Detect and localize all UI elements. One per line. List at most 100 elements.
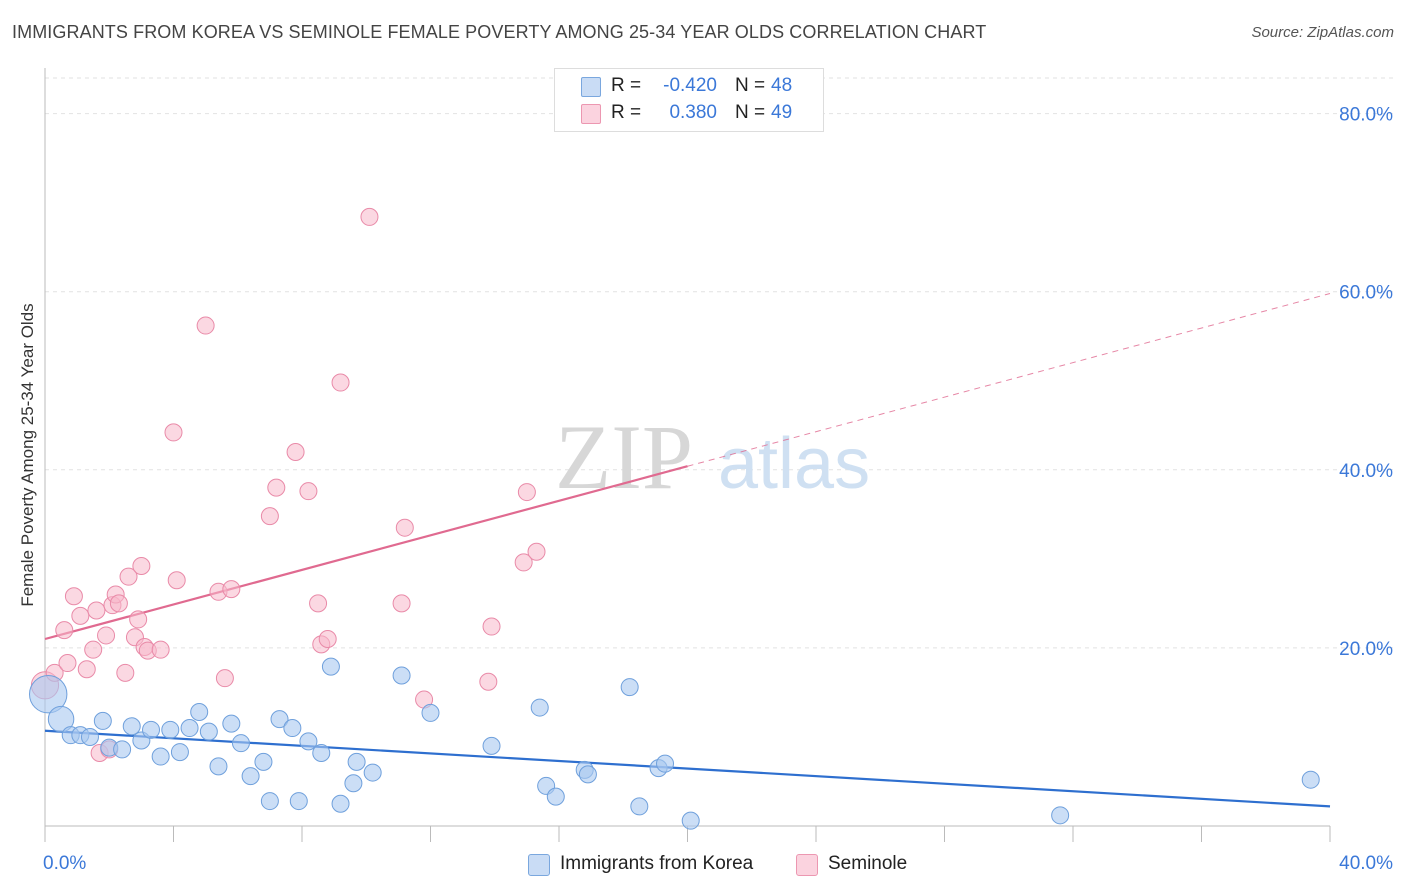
seminole-point [97,626,116,645]
r-label: R = [611,102,642,123]
korea-point [180,719,199,738]
seminole-point [392,594,411,613]
seminole-point [196,316,215,335]
korea-point [222,714,241,733]
seminole-point [360,207,379,226]
seminole-point [58,654,77,673]
korea-point [656,754,675,773]
korea-swatch [581,77,601,97]
seminole-point [119,567,138,586]
x-tick-label: 0.0% [43,853,86,874]
korea-point [254,752,273,771]
seminole-legend-swatch [796,854,818,876]
korea-point [283,719,302,738]
seminole-point [267,478,286,497]
seminole-point [331,373,350,392]
seminole-point [286,443,305,461]
tick-labels: 20.0% 40.0% 60.0% 80.0% 0.0% 40.0% [43,105,1393,874]
korea-point [392,666,411,685]
korea-point [620,678,639,697]
seminole-point [64,587,83,606]
chart-title: IMMIGRANTS FROM KOREA VS SEMINOLE FEMALE… [12,22,987,42]
korea-point [199,722,218,741]
korea-point [546,787,565,806]
r-value: 0.380 [669,102,717,123]
korea-point [260,792,279,811]
korea-point [299,732,318,751]
seminole-point [116,663,135,682]
korea-point [344,774,363,793]
series-legend: Immigrants from Korea Seminole [0,852,1406,878]
korea-point [482,736,501,755]
korea-point [231,734,250,753]
seminole-point [87,601,106,620]
seminole-point [151,640,170,659]
korea-point [1051,806,1070,825]
seminole-trend-line [44,465,688,641]
korea-trend-line [44,729,1331,808]
seminole-point [222,580,241,599]
source-label: Source: ZipAtlas.com [1251,24,1394,41]
korea-point [122,717,141,736]
korea-point [347,752,366,771]
seminole-point [527,542,546,561]
korea-point [142,720,161,739]
y-tick-label: 20.0% [1339,639,1393,660]
grid-lines [45,77,1395,649]
y-tick-label: 60.0% [1339,283,1393,304]
korea-legend-label: Immigrants from Korea [560,853,754,874]
watermark-zip: ZIP [555,406,693,508]
n-label: N = [735,75,766,96]
seminole-trend-extension [687,293,1331,467]
n-value: 49 [771,102,793,123]
seminole-point [71,606,90,625]
y-tick-label: 40.0% [1339,461,1393,482]
korea-point [209,757,228,776]
stats-row-korea: R = -0.420 N = 48 [555,73,823,99]
watermark: ZIP atlas [555,406,870,508]
korea-point [331,794,350,813]
korea-point [270,710,289,729]
korea-point [29,675,68,714]
korea-legend-swatch [528,854,550,876]
seminole-point [318,630,337,648]
n-value: 48 [771,75,793,96]
korea-point [241,767,260,786]
korea-point [170,743,189,762]
korea-point [80,727,99,746]
korea-point [363,763,382,782]
seminole-point [129,610,148,629]
korea-point [578,765,597,784]
seminole-point [215,669,234,688]
seminole-point [55,621,74,640]
r-value: -0.420 [663,75,717,96]
seminole-point [514,553,533,572]
korea-point [321,657,340,676]
korea-point [530,698,549,717]
seminole-point [84,640,103,659]
stats-legend: R = -0.420 N = 48 R = 0.380 N = 49 [554,68,824,132]
korea-point [151,747,170,766]
seminole-point [395,518,414,537]
y-axis-label: Female Poverty Among 25-34 Year Olds [18,303,37,607]
korea-point [630,797,649,816]
data-points [29,207,1320,830]
korea-point [161,720,180,739]
seminole-point [77,660,96,679]
stats-row-seminole: R = 0.380 N = 49 [555,100,823,126]
seminole-point [479,672,498,691]
seminole-point [109,594,128,613]
seminole-point [482,617,501,636]
korea-point [421,703,440,722]
seminole-point [260,507,279,526]
seminole-point [132,556,151,575]
seminole-point [309,594,328,613]
korea-point [681,811,700,830]
korea-point [113,740,132,759]
r-label: R = [611,75,642,96]
n-label: N = [735,102,766,123]
seminole-point [164,423,183,442]
seminole-point [517,483,536,502]
seminole-swatch [581,104,601,124]
